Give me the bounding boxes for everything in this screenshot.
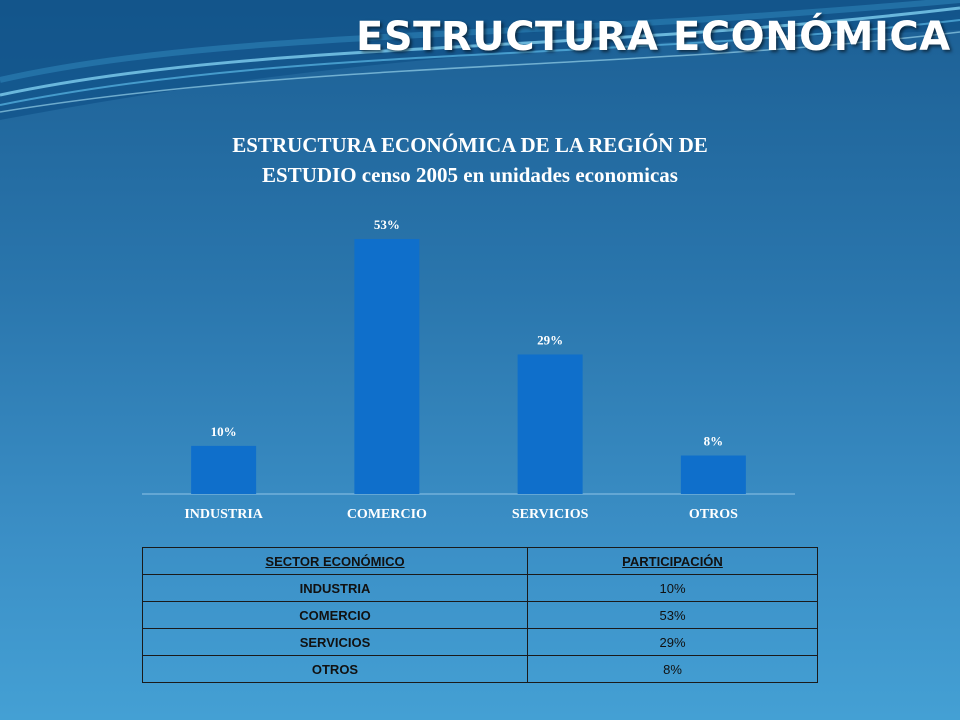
x-tick-label-comercio: COMERCIO [347,507,427,522]
table-row: COMERCIO 53% [142,601,818,629]
table-cell-sector: COMERCIO [142,601,528,629]
header-swoosh-decoration [0,0,960,120]
table-cell-participation: 29% [527,628,818,656]
table-cell-sector: OTROS [142,655,528,683]
bar-comercio [354,239,420,494]
table-cell-participation: 8% [527,655,818,683]
slide-title: ESTRUCTURA ECONÓMICA [356,14,951,60]
participation-table: SECTOR ECONÓMICO PARTICIPACIÓN INDUSTRIA… [142,547,818,683]
chart-title: ESTRUCTURA ECONÓMICA DE LA REGIÓN DE EST… [160,130,780,190]
bar-industria [191,445,257,494]
table-row: INDUSTRIA 10% [142,574,818,602]
table-header-row: SECTOR ECONÓMICO PARTICIPACIÓN [142,547,818,575]
bar-servicios [517,354,583,494]
data-label-otros: 8% [704,434,724,449]
bar-otros [680,455,746,494]
data-label-comercio: 53% [374,217,400,232]
bar-chart: 10% INDUSTRIA 53% COMERCIO 29% SERVICIOS 8% OTR… [142,217,795,522]
table-row: OTROS 8% [142,655,818,683]
x-tick-label-servicios: SERVICIOS [512,507,589,522]
table-cell-participation: 53% [527,601,818,629]
participation-table-wrap: SECTOR ECONÓMICO PARTICIPACIÓN INDUSTRIA… [142,547,818,683]
table-header-sector: SECTOR ECONÓMICO [142,547,528,575]
x-tick-label-industria: INDUSTRIA [184,507,263,522]
data-label-servicios: 29% [537,332,563,347]
chart-title-line-2: ESTUDIO censo 2005 en unidades economica… [262,163,678,187]
table-cell-participation: 10% [527,574,818,602]
data-label-industria: 10% [211,424,237,439]
x-tick-label-otros: OTROS [689,507,738,522]
table-row: SERVICIOS 29% [142,628,818,656]
table-header-participation: PARTICIPACIÓN [527,547,818,575]
table-cell-sector: SERVICIOS [142,628,528,656]
table-cell-sector: INDUSTRIA [142,574,528,602]
chart-title-line-1: ESTRUCTURA ECONÓMICA DE LA REGIÓN DE [232,133,708,157]
